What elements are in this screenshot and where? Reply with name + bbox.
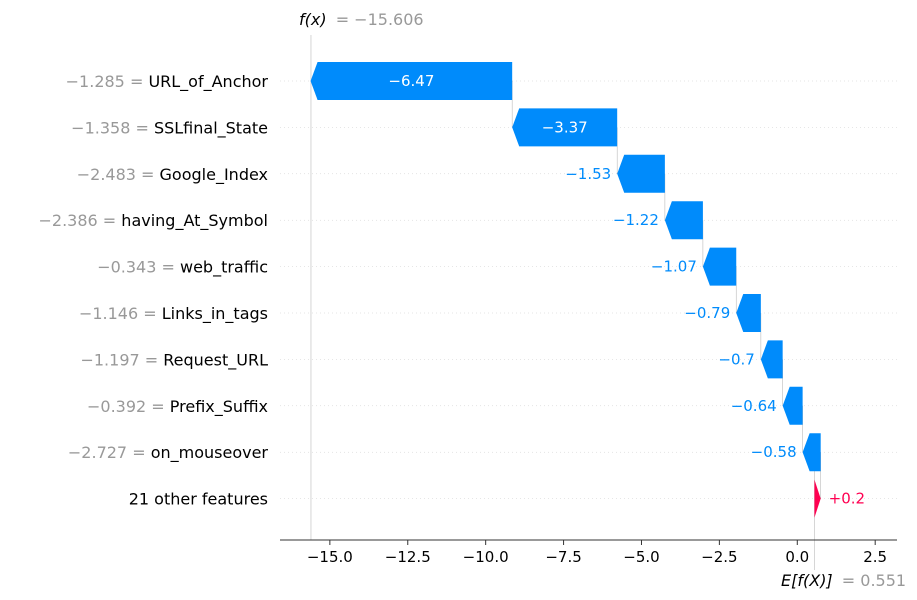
ex-value: = 0.551: [842, 571, 906, 590]
fx-label: f(x): [299, 10, 327, 29]
feature-label: −0.343 = web_traffic: [97, 257, 268, 277]
feature-name: 21 other features: [129, 489, 268, 508]
bar-labels: −6.47 −3.37 −1.53 −1.22 −1.07 −0.79 −0.7 −0.64 −…: [388, 72, 865, 508]
feature-label: −0.392 = Prefix_Suffix: [87, 396, 268, 416]
feature-name: Request_URL: [163, 350, 268, 370]
feature-label: −1.197 = Request_URL: [80, 350, 268, 370]
feature-label: −1.285 = URL_of_Anchor: [66, 72, 269, 92]
x-tick-label: −2.5: [701, 548, 737, 566]
feature-value: −2.727 =: [68, 443, 151, 462]
x-tick-label: −7.5: [545, 548, 581, 566]
feature-name: SSLfinal_State: [154, 118, 268, 138]
feature-label: −2.727 = on_mouseover: [68, 443, 269, 463]
bar-value-label: −1.22: [613, 211, 659, 229]
bar-value-label: −1.07: [651, 258, 697, 276]
bar-value-label: −6.47: [388, 72, 434, 90]
ex-label: E[f(X)]: [781, 571, 833, 590]
feature-name: on_mouseover: [151, 443, 269, 463]
feature-label: 21 other features: [129, 489, 268, 508]
waterfall-bar: [702, 247, 737, 286]
bar-value-label: −0.79: [684, 304, 730, 322]
expected-value-annotation: E[f(X)] = 0.551: [781, 571, 906, 590]
feature-value: −2.386 =: [39, 211, 122, 230]
x-tick-label: 2.5: [863, 548, 887, 566]
feature-label: −2.483 = Google_Index: [77, 164, 268, 184]
bar-value-label: −0.7: [718, 350, 754, 368]
waterfall-bar: [512, 108, 618, 147]
feature-name: having_At_Symbol: [121, 211, 268, 231]
feature-label: −1.146 = Links_in_tags: [79, 304, 268, 324]
waterfall-bar: [310, 62, 513, 100]
bars: [310, 62, 821, 518]
feature-label: −1.358 = SSLfinal_State: [71, 118, 268, 138]
feature-name: Google_Index: [160, 164, 268, 184]
waterfall-bar: [617, 154, 665, 193]
feature-value: −2.483 =: [77, 164, 160, 183]
feature-value: −0.343 =: [97, 257, 180, 276]
feature-value: −1.358 =: [71, 118, 154, 137]
bar-value-label: +0.2: [829, 490, 865, 508]
feature-labels: −1.285 = URL_of_Anchor −1.358 = SSLfinal_…: [39, 72, 269, 509]
waterfall-bar: [664, 201, 703, 240]
waterfall-bar: [814, 479, 821, 518]
fx-annotation: f(x) = −15.606: [299, 10, 424, 29]
x-tick-label: −10.0: [463, 548, 509, 566]
feature-name: Prefix_Suffix: [170, 396, 268, 416]
feature-name: Links_in_tags: [162, 304, 268, 324]
bar-value-label: −0.58: [751, 443, 797, 461]
feature-name: URL_of_Anchor: [148, 72, 268, 92]
feature-name: web_traffic: [180, 257, 268, 277]
bar-value-label: −0.64: [731, 397, 777, 415]
x-tick-label: −15.0: [307, 548, 353, 566]
fx-value: = −15.606: [336, 10, 424, 29]
x-tick-label: −5.0: [623, 548, 659, 566]
bar-value-label: −3.37: [542, 118, 588, 136]
waterfall-bar: [802, 433, 821, 472]
feature-label: −2.386 = having_At_Symbol: [39, 211, 269, 231]
x-axis: −15.0 −12.5 −10.0 −7.5 −5.0 −2.5 0.0 2.5: [280, 539, 897, 566]
feature-value: −1.197 =: [80, 350, 163, 369]
x-tick-label: −12.5: [385, 548, 431, 566]
bar-value-label: −1.53: [565, 165, 611, 183]
x-tick-label: 0.0: [785, 548, 809, 566]
waterfall-bar: [736, 294, 761, 332]
waterfall-bar: [760, 340, 783, 379]
feature-value: −1.146 =: [79, 304, 162, 323]
waterfall-bar: [782, 386, 803, 425]
feature-value: −0.392 =: [87, 396, 170, 415]
feature-value: −1.285 =: [66, 72, 149, 91]
